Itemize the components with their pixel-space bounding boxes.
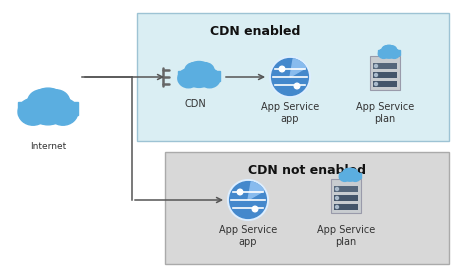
Bar <box>373 72 397 78</box>
Circle shape <box>294 83 300 89</box>
Circle shape <box>272 59 308 95</box>
Bar <box>165 152 449 264</box>
Circle shape <box>336 196 338 199</box>
Ellipse shape <box>350 172 361 181</box>
Ellipse shape <box>387 46 397 55</box>
Bar <box>334 186 358 192</box>
Ellipse shape <box>28 88 68 125</box>
Circle shape <box>237 189 243 195</box>
Ellipse shape <box>185 61 213 87</box>
FancyBboxPatch shape <box>370 56 400 90</box>
Ellipse shape <box>18 98 48 125</box>
Ellipse shape <box>185 62 204 80</box>
Ellipse shape <box>28 90 55 114</box>
Ellipse shape <box>340 172 350 181</box>
Bar <box>373 63 397 69</box>
Ellipse shape <box>389 49 400 58</box>
Circle shape <box>228 180 268 220</box>
Ellipse shape <box>382 45 396 58</box>
Circle shape <box>252 206 258 212</box>
Text: CDN: CDN <box>184 99 206 109</box>
Circle shape <box>270 57 310 97</box>
Ellipse shape <box>348 169 358 178</box>
Ellipse shape <box>48 98 78 125</box>
Circle shape <box>230 182 266 218</box>
Text: App Service
app: App Service app <box>219 225 277 247</box>
Text: CDN enabled: CDN enabled <box>210 25 301 38</box>
Bar <box>334 204 358 210</box>
Bar <box>340 173 361 178</box>
Circle shape <box>375 82 377 85</box>
Circle shape <box>375 73 377 76</box>
Circle shape <box>375 64 377 67</box>
Text: CDN not enabled: CDN not enabled <box>248 164 366 177</box>
Circle shape <box>279 66 285 72</box>
Ellipse shape <box>343 169 353 178</box>
Ellipse shape <box>178 69 199 88</box>
Ellipse shape <box>195 62 214 80</box>
Wedge shape <box>290 59 306 77</box>
Bar <box>178 71 220 81</box>
Bar <box>18 102 78 115</box>
Ellipse shape <box>343 168 357 181</box>
Ellipse shape <box>382 46 392 55</box>
Text: Internet: Internet <box>30 142 66 151</box>
Text: App Service
plan: App Service plan <box>356 102 414 124</box>
Ellipse shape <box>43 90 70 114</box>
Text: App Service
app: App Service app <box>261 102 319 124</box>
Ellipse shape <box>199 69 220 88</box>
Ellipse shape <box>378 49 389 58</box>
Text: App Service
plan: App Service plan <box>317 225 375 247</box>
FancyBboxPatch shape <box>331 179 361 213</box>
Bar <box>373 81 397 87</box>
Bar <box>378 50 400 55</box>
Bar <box>334 195 358 201</box>
Circle shape <box>336 187 338 190</box>
Wedge shape <box>248 182 264 200</box>
Bar <box>137 13 449 141</box>
Circle shape <box>336 206 338 209</box>
